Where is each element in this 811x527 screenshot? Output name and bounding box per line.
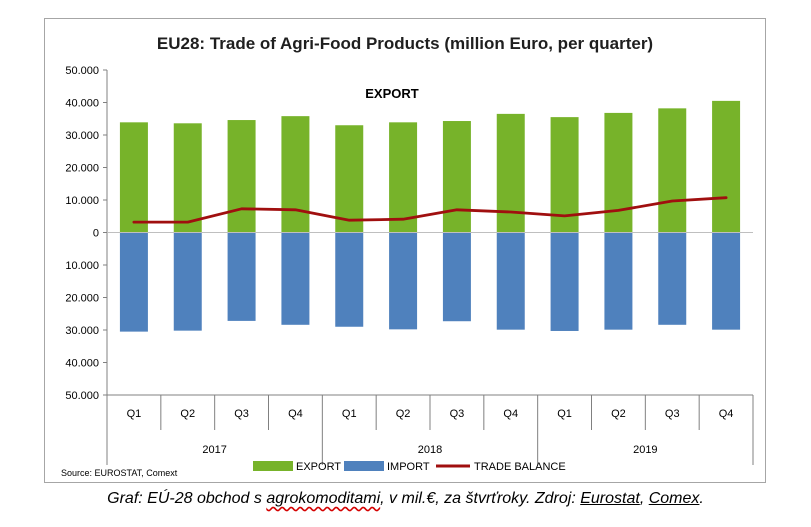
- legend-label: IMPORT: [387, 461, 430, 473]
- legend-swatch: [344, 461, 384, 471]
- import-bar: [389, 232, 418, 330]
- import-bar: [712, 232, 741, 330]
- y-axis: 50.000 40.000 30.000 20.000 10.000 0 10.000 20.…: [65, 65, 108, 402]
- figure-caption: Graf: EÚ-28 obchod s agrokomoditami, v m…: [0, 490, 811, 508]
- year-label: 2017: [202, 444, 226, 456]
- legend-label: TRADE BALANCE: [474, 461, 566, 473]
- export-annotation: EXPORT: [365, 86, 419, 101]
- export-bar: [335, 125, 364, 233]
- export-bar: [550, 117, 579, 233]
- y-tick-label: 40.000: [65, 98, 99, 110]
- caption-prefix: Graf: EÚ-28 obchod s: [107, 490, 267, 507]
- import-bar: [496, 232, 525, 330]
- export-bar: [712, 100, 741, 233]
- y-tick-label: 40.000: [65, 358, 99, 370]
- import-bar: [119, 232, 148, 332]
- y-tick-label: 10.000: [65, 195, 99, 207]
- quarter-label: Q3: [665, 408, 680, 420]
- quarter-label: Q4: [288, 408, 303, 420]
- y-tick-label: 0: [93, 228, 99, 240]
- source-text: Source: EUROSTAT, Comext: [61, 468, 178, 478]
- import-bar: [281, 232, 310, 325]
- quarter-label: Q4: [503, 408, 518, 420]
- trade-balance-polyline: [132, 196, 728, 224]
- caption-source-eurostat[interactable]: Eurostat: [580, 490, 640, 507]
- caption-word: agrokomoditami: [266, 490, 381, 507]
- y-tick-label: 50.000: [65, 390, 99, 402]
- quarter-label: Q2: [611, 408, 626, 420]
- bars: [107, 100, 753, 332]
- import-bar: [335, 232, 364, 327]
- quarter-label: Q1: [342, 408, 357, 420]
- legend-label: EXPORT: [296, 461, 341, 473]
- caption-middle: , v mil.€, za štvrťroky. Zdroj:: [380, 490, 581, 507]
- y-tick-label: 10.000: [65, 260, 99, 272]
- quarter-label: Q2: [180, 408, 195, 420]
- caption-separator: ,: [639, 490, 649, 507]
- import-bar: [442, 232, 471, 322]
- x-axis: Q1 Q2 Q3 Q4 Q1 Q2 Q3 Q4 Q1 Q2 Q3 Q4 2017 2018 2019: [106, 394, 754, 465]
- legend: EXPORT IMPORT TRADE BALANCE: [253, 461, 566, 473]
- year-label: 2019: [633, 444, 657, 456]
- quarter-label: Q3: [234, 408, 249, 420]
- export-bar: [281, 116, 310, 233]
- quarter-label: Q1: [127, 408, 142, 420]
- caption-source-comex[interactable]: Comex: [648, 490, 700, 507]
- export-bar: [173, 123, 202, 233]
- caption-end: .: [699, 490, 704, 507]
- y-tick-label: 30.000: [65, 130, 99, 142]
- quarter-label: Q3: [450, 408, 465, 420]
- quarter-label: Q1: [557, 408, 572, 420]
- import-bar: [173, 232, 202, 331]
- export-bar: [389, 122, 418, 233]
- import-bar: [658, 232, 687, 325]
- y-tick-label: 20.000: [65, 163, 99, 175]
- trade-chart: EU28: Trade of Agri-Food Products (milli…: [61, 34, 754, 478]
- import-bar: [227, 232, 256, 321]
- chart-title: EU28: Trade of Agri-Food Products (milli…: [157, 34, 653, 53]
- import-bar: [604, 232, 633, 330]
- export-bar: [227, 120, 256, 233]
- export-bar: [658, 108, 687, 233]
- export-bar: [496, 113, 525, 233]
- y-tick-label: 50.000: [65, 65, 99, 77]
- legend-swatch: [253, 461, 293, 471]
- trade-balance-line: [132, 196, 728, 224]
- import-bar: [550, 232, 579, 331]
- chart-frame: EU28: Trade of Agri-Food Products (milli…: [44, 18, 766, 483]
- export-bar: [442, 121, 471, 233]
- export-bar: [604, 112, 633, 233]
- year-label: 2018: [418, 444, 442, 456]
- export-bar: [119, 122, 148, 233]
- quarter-label: Q2: [396, 408, 411, 420]
- y-tick-label: 20.000: [65, 293, 99, 305]
- quarter-label: Q4: [719, 408, 734, 420]
- y-tick-label: 30.000: [65, 325, 99, 337]
